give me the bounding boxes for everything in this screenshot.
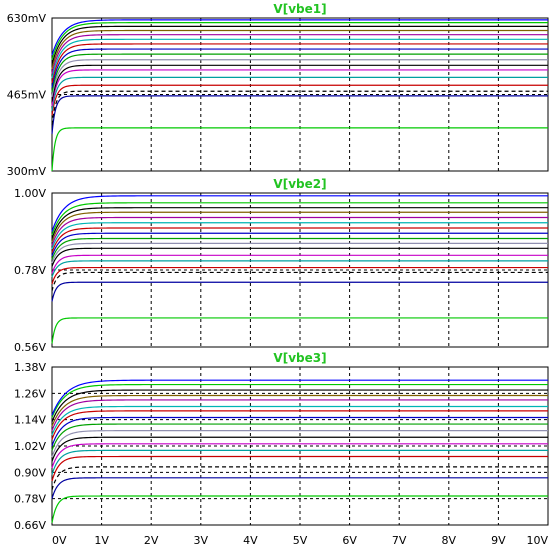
pane-vbe1: V[vbe1] 630mV 465mV 300mV bbox=[7, 2, 549, 178]
trace-vbe3-3 bbox=[51, 466, 548, 491]
y-ticks-vbe3: 1.38V 1.26V 1.14V 1.02V 0.90V 0.78V 0.66… bbox=[14, 361, 46, 532]
grid-vbe2 bbox=[52, 193, 548, 347]
x-tick-label: 4V bbox=[243, 534, 258, 547]
trace-vbe1-8 bbox=[51, 59, 548, 97]
trace-vbe2-11 bbox=[51, 227, 548, 253]
y-tick-label: 0.78V bbox=[14, 264, 46, 277]
trace-vbe3-10 bbox=[51, 416, 548, 447]
trace-vbe2-12 bbox=[51, 222, 548, 250]
grid-vbe3 bbox=[52, 367, 548, 525]
y-tick-label: 300mV bbox=[7, 165, 47, 178]
pane-vbe2: V[vbe2] 1.00V 0.78V 0.56V bbox=[14, 177, 549, 354]
trace-vbe3-15 bbox=[51, 389, 548, 423]
trace-vbe3-12 bbox=[51, 405, 548, 436]
x-tick-label: 0V bbox=[52, 534, 67, 547]
y-tick-label: 0.90V bbox=[14, 466, 46, 479]
trace-vbe2-8 bbox=[51, 242, 548, 264]
y-ticks-vbe2: 1.00V 0.78V 0.56V bbox=[14, 187, 46, 354]
trace-vbe1-5 bbox=[51, 76, 548, 111]
trace-vbe2-5 bbox=[51, 260, 548, 278]
trace-vbe3-1 bbox=[51, 495, 548, 523]
x-tick-label: 7V bbox=[392, 534, 407, 547]
trace-vbe2-14 bbox=[51, 211, 548, 243]
trace-vbe2-6 bbox=[51, 254, 548, 274]
y-tick-label: 0.78V bbox=[14, 493, 46, 506]
trace-vbe1-16 bbox=[51, 22, 548, 60]
x-tick-label: 8V bbox=[442, 534, 457, 547]
x-ticks: 0V 1V 2V 3V 4V 5V 6V 7V 8V 9V 10V bbox=[52, 534, 548, 547]
trace-vbe2-10 bbox=[51, 232, 548, 257]
trace-vbe3-6 bbox=[51, 443, 548, 469]
trace-vbe3-8 bbox=[51, 430, 548, 458]
trace-vbe2-7 bbox=[51, 247, 548, 267]
trace-vbe1-10 bbox=[51, 48, 548, 88]
y-tick-label: 0.66V bbox=[14, 519, 46, 532]
trace-vbe1-2 bbox=[51, 95, 548, 134]
trace-vbe1-7 bbox=[51, 64, 548, 102]
trace-vbe1-15 bbox=[51, 25, 548, 65]
y-tick-label: 630mV bbox=[7, 12, 47, 25]
traces-vbe3 bbox=[51, 379, 548, 523]
trace-vbe2-13 bbox=[51, 216, 548, 246]
trace-vbe2-4 bbox=[51, 266, 548, 285]
trace-vbe2-17 bbox=[51, 195, 548, 232]
trace-vbe3-13 bbox=[51, 399, 548, 431]
trace-vbe1-13 bbox=[51, 34, 548, 74]
x-tick-label: 5V bbox=[293, 534, 308, 547]
pane-title-vbe2: V[vbe2] bbox=[273, 177, 326, 191]
trace-vbe2-16 bbox=[51, 202, 548, 236]
trace-vbe2-2 bbox=[51, 281, 548, 302]
y-tick-label: 1.02V bbox=[14, 440, 46, 453]
y-tick-label: 1.00V bbox=[14, 187, 46, 200]
trace-vbe1-9 bbox=[51, 53, 548, 93]
traces-vbe2 bbox=[51, 195, 548, 344]
trace-vbe1-4 bbox=[51, 84, 548, 116]
trace-vbe2-9 bbox=[51, 237, 548, 260]
pane-title-vbe1: V[vbe1] bbox=[273, 2, 326, 16]
x-tick-label: 10V bbox=[526, 534, 548, 547]
trace-vbe1-14 bbox=[51, 29, 548, 70]
x-tick-label: 2V bbox=[144, 534, 159, 547]
y-tick-label: 0.56V bbox=[14, 341, 46, 354]
trace-vbe1-3 bbox=[51, 90, 548, 125]
trace-vbe3-11 bbox=[51, 410, 548, 440]
x-tick-label: 9V bbox=[491, 534, 506, 547]
y-tick-label: 465mV bbox=[7, 89, 47, 102]
trace-vbe3-4 bbox=[51, 455, 548, 482]
trace-vbe3-14 bbox=[51, 394, 548, 427]
trace-vbe1-12 bbox=[51, 38, 548, 79]
trace-vbe3-9 bbox=[51, 423, 548, 451]
x-tick-label: 1V bbox=[94, 534, 109, 547]
y-tick-label: 1.14V bbox=[14, 414, 46, 427]
y-tick-label: 1.26V bbox=[14, 387, 46, 400]
trace-vbe1-17 bbox=[51, 19, 548, 56]
trace-vbe1-6 bbox=[51, 69, 548, 107]
y-ticks-vbe1: 630mV 465mV 300mV bbox=[7, 12, 47, 178]
trace-vbe3-7 bbox=[51, 436, 548, 462]
traces-vbe1 bbox=[51, 19, 548, 172]
trace-vbe3-2 bbox=[51, 477, 548, 499]
x-tick-label: 3V bbox=[194, 534, 209, 547]
trace-vbe1-11 bbox=[51, 43, 548, 84]
trace-vbe3-5 bbox=[51, 449, 548, 475]
trace-vbe2-3 bbox=[51, 271, 548, 292]
x-tick-label: 6V bbox=[342, 534, 357, 547]
trace-vbe2-1 bbox=[51, 317, 548, 344]
pane-title-vbe3: V[vbe3] bbox=[273, 351, 326, 365]
trace-vbe3-16 bbox=[51, 383, 548, 418]
trace-vbe3-17 bbox=[51, 379, 548, 416]
trace-vbe1-1 bbox=[51, 127, 548, 172]
trace-vbe2-15 bbox=[51, 207, 548, 239]
y-tick-label: 1.38V bbox=[14, 361, 46, 374]
pane-vbe3: V[vbe3] 1.38V 1.26V 1.14V 1.02V 0.90V 0.… bbox=[14, 351, 549, 532]
